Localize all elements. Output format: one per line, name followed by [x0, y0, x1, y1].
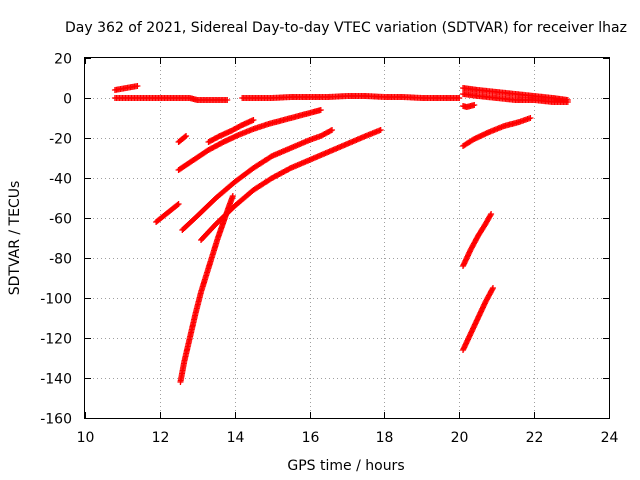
data-point — [527, 115, 534, 121]
data-point — [471, 102, 478, 108]
x-tick-labels: 10 12 14 16 18 20 22 24 — [77, 430, 619, 446]
data-series — [460, 102, 478, 110]
data-series — [460, 211, 495, 269]
x-tick-label: 16 — [302, 430, 320, 446]
data-point — [134, 83, 141, 89]
y-tick-label: 20 — [54, 52, 72, 68]
x-tick-label: 18 — [376, 430, 394, 446]
y-tick-label: -20 — [49, 132, 72, 148]
x-axis-label: GPS time / hours — [287, 458, 404, 474]
data-series — [460, 285, 496, 353]
y-axis-label: SDTVAR / TECUs — [7, 181, 23, 296]
data-series — [111, 83, 141, 93]
chart-title: Day 362 of 2021, Sidereal Day-to-day VTE… — [65, 20, 627, 36]
data-point — [182, 133, 189, 140]
data-point — [489, 285, 496, 291]
data-point — [175, 201, 182, 207]
axis-ticks — [85, 58, 610, 419]
data-series — [175, 133, 190, 145]
data-point — [250, 117, 257, 123]
data-series — [460, 91, 571, 105]
data-series — [179, 127, 336, 233]
data-point — [229, 193, 236, 199]
data-point — [317, 107, 324, 113]
x-tick-label: 14 — [227, 430, 245, 446]
y-tick-label: -100 — [40, 292, 72, 308]
y-tick-label: -40 — [49, 172, 72, 188]
data-point — [456, 95, 463, 101]
y-tick-label: -120 — [40, 332, 72, 348]
data-marks — [111, 83, 571, 385]
data-point — [174, 201, 181, 208]
data-point — [487, 212, 494, 219]
y-tick-labels: 20 0 -20 -40 -60 -80 -100 -120 -140 -160 — [40, 52, 72, 428]
data-series — [175, 107, 324, 173]
data-point — [327, 127, 334, 134]
data-series — [460, 115, 534, 149]
data-series — [111, 95, 231, 103]
plot-frame — [84, 57, 610, 419]
y-tick-label: -160 — [40, 412, 72, 428]
grid — [85, 58, 609, 418]
data-series — [177, 193, 236, 385]
x-tick-label: 10 — [77, 430, 95, 446]
y-tick-label: 0 — [63, 92, 72, 108]
y-tick-label: -60 — [49, 212, 72, 228]
data-point — [377, 127, 384, 133]
data-point — [329, 127, 336, 133]
x-tick-label: 12 — [152, 430, 170, 446]
data-series — [239, 93, 463, 101]
data-point — [224, 97, 231, 103]
y-tick-label: -80 — [49, 252, 72, 268]
data-series — [205, 117, 257, 145]
x-tick-label: 20 — [451, 430, 469, 446]
data-series — [153, 201, 182, 225]
data-point — [488, 211, 495, 217]
x-tick-label: 22 — [526, 430, 544, 446]
x-tick-label: 24 — [601, 430, 619, 446]
data-point — [183, 133, 190, 139]
data-series — [198, 127, 384, 243]
data-point — [564, 99, 571, 105]
y-tick-label: -140 — [40, 372, 72, 388]
data-point — [489, 286, 496, 293]
